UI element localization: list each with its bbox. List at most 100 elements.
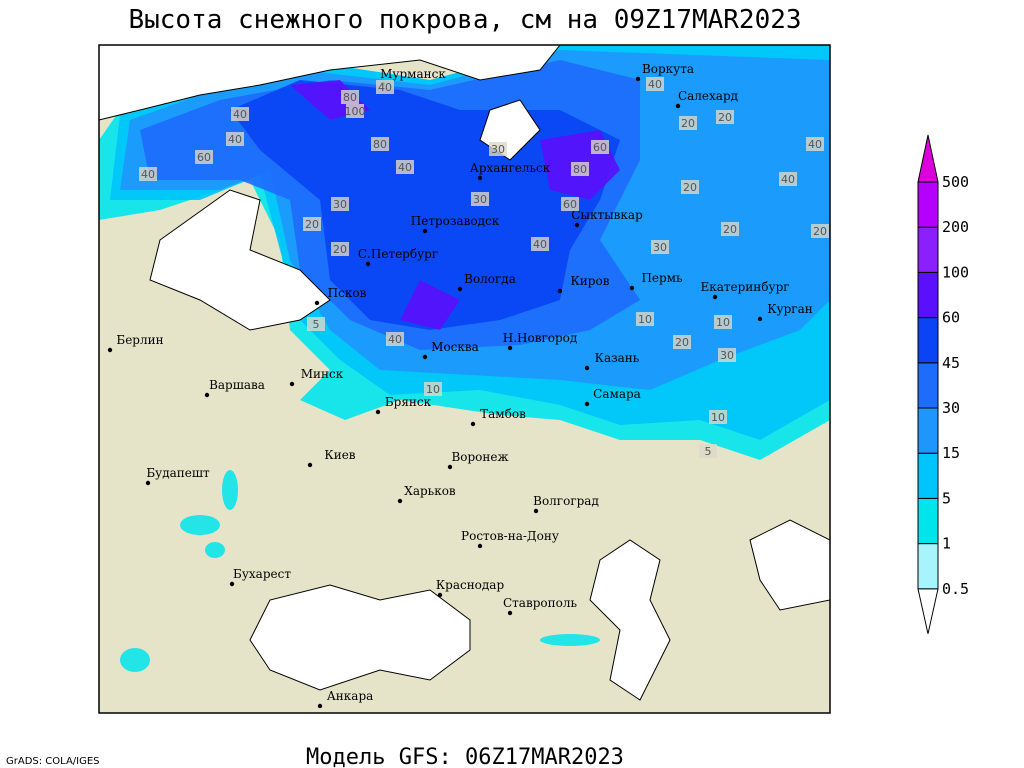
city-label: Самара <box>593 387 641 401</box>
legend-label: 1 <box>942 535 951 553</box>
city-dot <box>507 610 513 616</box>
contour-label-bg <box>531 237 549 251</box>
contour-label: 30 <box>720 349 734 362</box>
city-label: Харьков <box>404 484 456 498</box>
map-frame <box>98 44 831 714</box>
contour-label: 30 <box>491 143 505 156</box>
city-label: Краснодар <box>436 578 505 592</box>
city-dot <box>317 703 323 709</box>
contour-label: 40 <box>233 108 247 121</box>
city-dot <box>437 592 443 598</box>
contour-label-bg <box>376 80 394 94</box>
city-label: Салехард <box>678 89 738 103</box>
contour-label: 20 <box>683 181 697 194</box>
city-dot <box>675 103 681 109</box>
city-label: Ростов-на-Дону <box>461 529 559 543</box>
contour-label-bg <box>651 240 669 254</box>
legend-label: 15 <box>942 444 960 462</box>
contour-label-bg <box>561 197 579 211</box>
contour-label: 30 <box>473 193 487 206</box>
snow-area <box>120 648 150 672</box>
contour-label-bg <box>371 137 389 151</box>
city-dot <box>584 365 590 371</box>
sea <box>249 584 471 691</box>
city-dot <box>422 354 428 360</box>
legend-swatch <box>917 271 939 319</box>
city-label: Екатеринбург <box>700 280 789 294</box>
city-label: Сыктывкар <box>571 208 643 222</box>
contour-label-bg <box>718 348 736 362</box>
city-label: Тамбов <box>480 407 526 421</box>
contour-label-bg <box>341 90 359 104</box>
map: Мурманск Воркута Салехард Архангельск Сыктыв… <box>98 44 831 713</box>
city-dot <box>397 498 403 504</box>
city-dot <box>629 285 635 291</box>
sea <box>98 44 562 121</box>
city-label: Мурманск <box>380 67 446 81</box>
legend-label: 60 <box>942 309 960 327</box>
city-dot <box>447 464 453 470</box>
legend-label: 45 <box>942 354 960 372</box>
city-dot <box>574 222 580 228</box>
contour-label-bg <box>716 110 734 124</box>
legend-label: 200 <box>942 218 969 236</box>
city-dot <box>204 392 210 398</box>
city-label: Москва <box>431 340 479 354</box>
contour-label-bg <box>386 332 404 346</box>
contour-label-bg <box>331 197 349 211</box>
contour-label: 20 <box>675 336 689 349</box>
city-label: Ставрополь <box>503 596 577 610</box>
contour-label-bg <box>139 167 157 181</box>
city-dot <box>145 480 151 486</box>
legend-swatch <box>917 588 939 634</box>
city-dot <box>757 316 763 322</box>
city-dot <box>107 347 113 353</box>
contour-label: 40 <box>533 238 547 251</box>
contour-label-bg <box>424 382 442 396</box>
city-label: Варшава <box>209 378 265 392</box>
credit: GrADS: COLA/IGES <box>6 756 100 767</box>
contour-label: 40 <box>388 333 402 346</box>
city-dot <box>584 401 590 407</box>
city-label: Будапешт <box>146 466 210 480</box>
city-label: Псков <box>328 286 367 300</box>
contour-label-bg <box>709 410 727 424</box>
contour-label-bg <box>307 317 325 331</box>
city-label: Н.Новгород <box>503 331 578 345</box>
legend-swatch <box>917 407 939 454</box>
contour-label-bg <box>679 116 697 130</box>
snow-area <box>222 470 238 510</box>
contour-label: 80 <box>373 138 387 151</box>
city-label: Бухарест <box>233 567 291 581</box>
contour-label: 60 <box>593 141 607 154</box>
city-dot <box>229 581 235 587</box>
contour-label-bg <box>346 104 364 118</box>
contour-label: 20 <box>813 225 827 238</box>
contour-label: 30 <box>333 198 347 211</box>
city-dot <box>375 409 381 415</box>
contour-label: 10 <box>638 313 652 326</box>
legend-label: 0.5 <box>942 580 969 598</box>
legend-swatch <box>917 181 939 228</box>
contour-label-bg <box>714 315 732 329</box>
model-label: Модель GFS: 06Z17MAR2023 <box>306 745 624 768</box>
contour-label-bg <box>806 137 824 151</box>
city-dot <box>422 228 428 234</box>
city-label: Воронеж <box>451 450 508 464</box>
city-label: Анкара <box>327 689 374 703</box>
city-label: Казань <box>595 351 640 365</box>
contour-label-bg <box>699 444 717 458</box>
legend-swatch <box>917 543 939 590</box>
contour-label-bg <box>721 222 739 236</box>
contour-label-bg <box>646 77 664 91</box>
contour-label-bg <box>195 150 213 164</box>
city-label: Воркута <box>642 62 694 76</box>
city-label: Курган <box>767 302 812 316</box>
title: Высота снежного покрова, см на 09Z17MAR2… <box>128 5 801 35</box>
city-dot <box>477 543 483 549</box>
contour-label: 20 <box>681 117 695 130</box>
city-dot <box>507 345 513 351</box>
city-label: Киров <box>571 274 610 288</box>
contour-label-bg <box>681 180 699 194</box>
contour-label-bg <box>673 335 691 349</box>
